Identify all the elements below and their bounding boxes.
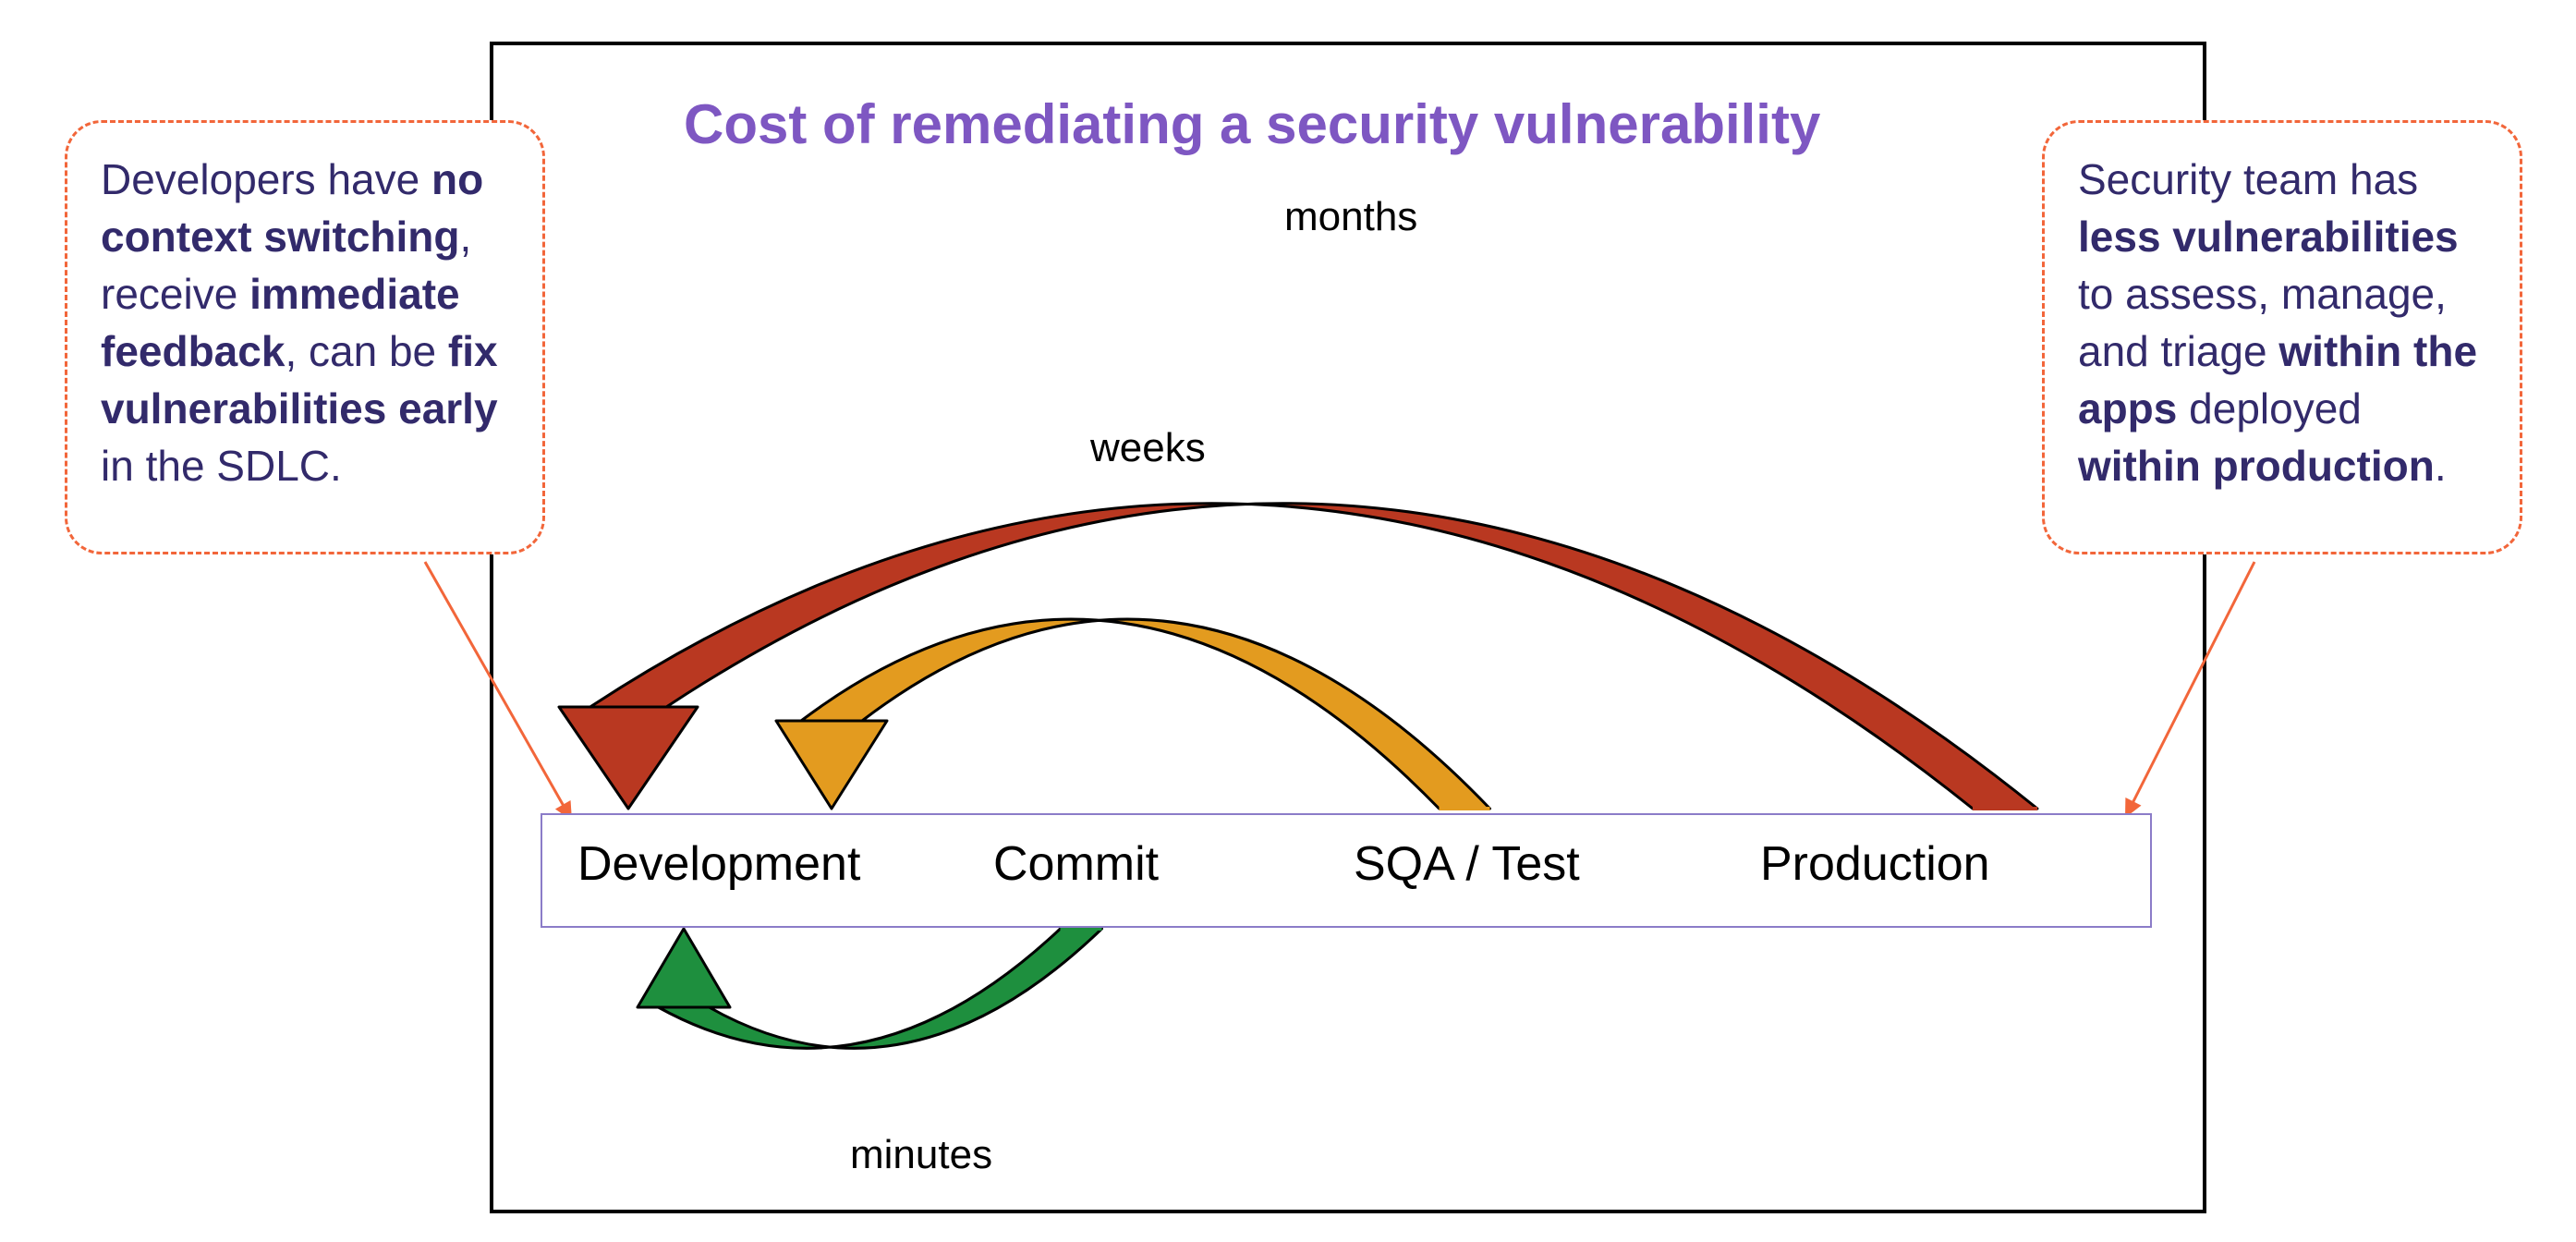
- diagram-title: Cost of remediating a security vulnerabi…: [684, 92, 1820, 156]
- arc-label-months: months: [1284, 194, 1417, 240]
- stage-label-production: Production: [1760, 836, 1990, 892]
- callout-left-text: Developers have no context switching, re…: [101, 155, 498, 490]
- callout-left: Developers have no context switching, re…: [65, 120, 545, 554]
- stage-label-development: Development: [577, 836, 860, 892]
- stage-label-sqa-test: SQA / Test: [1354, 836, 1580, 892]
- callout-right: Security team has less vulnerabilities t…: [2042, 120, 2522, 554]
- arc-label-weeks: weeks: [1090, 425, 1206, 471]
- arc-label-minutes: minutes: [850, 1132, 992, 1178]
- callout-right-text: Security team has less vulnerabilities t…: [2078, 155, 2477, 490]
- stage-label-commit: Commit: [993, 836, 1159, 892]
